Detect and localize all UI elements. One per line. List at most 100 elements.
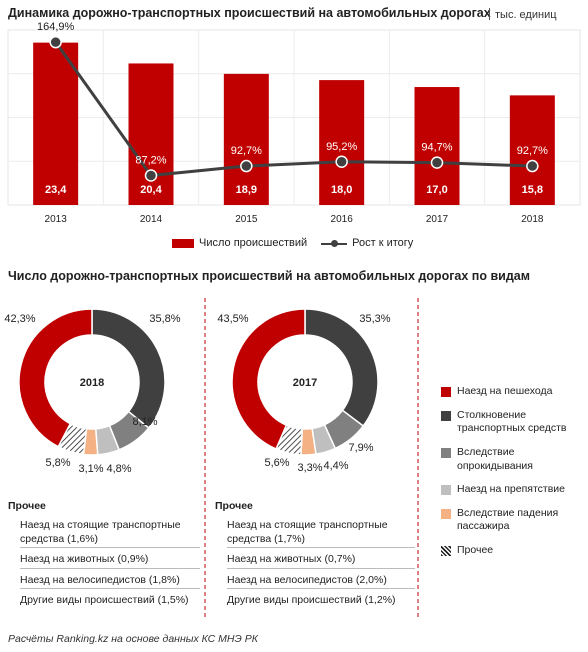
x-tick-label: 2018 (521, 214, 544, 225)
chart-title: Динамика дорожно-транспортных происшеств… (8, 6, 491, 20)
donut-slice (94, 424, 121, 456)
other-2017-heading: Прочее (215, 500, 253, 512)
x-tick-label: 2016 (331, 214, 354, 225)
donut-slice (82, 427, 99, 456)
bar-value-label: 18,0 (331, 184, 352, 196)
donut-slice (231, 308, 306, 450)
bar (414, 87, 460, 205)
other-2018-heading: Прочее (8, 500, 46, 512)
legend-item: Столкновение транспортных средств (441, 409, 585, 436)
slice-label: 7,9% (348, 442, 373, 454)
other-2018-item: Другие виды происшествий (1,5%) (20, 593, 189, 606)
divider (227, 587, 415, 589)
slice-label: 42,3% (4, 313, 35, 325)
divider (20, 547, 200, 549)
donut-slice (323, 409, 365, 450)
legend-swatch-icon (441, 387, 451, 397)
legend-swatch-icon (441, 546, 451, 557)
legend-item: Вследствие падения пассажира (441, 507, 585, 534)
legend-line-item: Рост к итогу (321, 237, 413, 249)
legend-item: Наезд на пешехода (441, 385, 585, 399)
slice-label: 35,8% (149, 313, 180, 325)
slice-label: 8,1% (132, 416, 157, 428)
bar (509, 95, 555, 205)
line-value-label: 94,7% (421, 142, 452, 154)
legend-label: Наезд на пешехода (457, 385, 553, 397)
donut-slice (304, 308, 379, 428)
slice-label: 3,1% (78, 463, 103, 475)
legend-swatch-icon (441, 410, 451, 421)
donut-center-label: 2018 (80, 377, 104, 389)
slice-label: 5,6% (264, 457, 289, 469)
legend-item: Наезд на препятствие (441, 483, 585, 497)
line-point (526, 159, 539, 173)
donut-slice (311, 423, 337, 456)
bar (223, 73, 269, 205)
line-point (430, 156, 444, 169)
legend-item: Прочее (441, 544, 585, 558)
other-2018-block: Прочее Наезд на стоящие транспортные сре… (8, 500, 200, 607)
other-2018-item: Наезд на стоящие транспортные средства (… (20, 519, 181, 546)
slice-label: 4,4% (323, 460, 348, 472)
slice-label: 35,3% (359, 313, 390, 325)
x-tick-label: 2013 (45, 214, 68, 225)
legend-swatch-icon (441, 485, 451, 496)
other-2017-block: Прочее Наезд на стоящие транспортные сре… (215, 500, 415, 607)
source-note: Расчёты Ranking.kz на основе данных КС М… (8, 633, 258, 645)
slice-label: 5,8% (45, 457, 70, 469)
donut-slice (57, 422, 88, 456)
donut-slice (275, 424, 304, 456)
growth-line (54, 41, 533, 178)
bar (319, 80, 365, 205)
slice-label: 43,5% (217, 313, 248, 325)
legend-swatch-icon (441, 447, 451, 458)
line-point (335, 155, 348, 169)
donut-center-label: 2017 (293, 377, 317, 389)
other-2017-item: Наезд на велосипедистов (2,0%) (227, 573, 387, 586)
divider (20, 587, 200, 589)
line-value-label: 95,2% (326, 141, 357, 153)
donut-slice (300, 427, 317, 456)
line-swatch-icon (321, 239, 348, 248)
legend-bar-label: Число происшествий (199, 237, 308, 249)
x-tick-label: 2014 (140, 214, 163, 225)
line-value-label: 87,2% (135, 154, 166, 166)
line-point (49, 35, 62, 49)
divider (20, 567, 200, 569)
line-value-label: 92,7% (231, 145, 262, 157)
other-2017-item: Другие виды происшествий (1,2%) (227, 593, 396, 606)
bar-swatch-icon (172, 238, 194, 248)
line-value-label: 92,7% (517, 145, 548, 157)
other-2017-item: Наезд на животных (0,7%) (227, 553, 356, 566)
bar-value-label: 18,9 (236, 184, 257, 196)
other-2018-item: Наезд на животных (0,9%) (20, 553, 149, 566)
line-point (240, 159, 253, 173)
divider (227, 567, 415, 569)
bar-value-label: 17,0 (426, 184, 447, 196)
bar-line-chart: 23,4 2013 20,4 2014 18,9 2015 18,0 2016 17,0 2017… (7, 21, 581, 225)
line-point (144, 169, 158, 182)
slice-label: 3,3% (297, 462, 322, 474)
other-2017-item: Наезд на стоящие транспортные средства (… (227, 519, 388, 546)
bar-value-label: 15,8 (522, 184, 543, 196)
section-title: Число дорожно-транспортных происшествий … (8, 269, 530, 283)
x-tick-label: 2017 (426, 214, 449, 225)
top-legend: Число происшествий Рост к итогу (172, 237, 413, 249)
bar (33, 42, 79, 205)
divider (227, 547, 415, 549)
legend-label: Прочее (457, 544, 494, 557)
x-tick-label: 2015 (235, 214, 258, 225)
donut-slice (108, 410, 150, 451)
legend-label: Столкновение транспортных средств (457, 408, 567, 435)
legend-line-label: Рост к итогу (352, 237, 414, 249)
legend-bar-item: Число происшествий (172, 237, 307, 249)
donut-slice (18, 308, 93, 448)
other-2018-item: Наезд на велосипедистов (1,8%) (20, 573, 180, 586)
slice-label: 4,8% (106, 463, 131, 475)
unit-label: тыс. единиц (489, 8, 557, 21)
bar-value-label: 20,4 (140, 184, 162, 196)
donut-legend: Наезд на пешехода Столкновение транспортн… (441, 385, 585, 568)
line-value-label: 164,9% (37, 21, 75, 33)
bar-value-label: 23,4 (45, 184, 67, 196)
legend-label: Наезд на препятствие (457, 483, 565, 496)
